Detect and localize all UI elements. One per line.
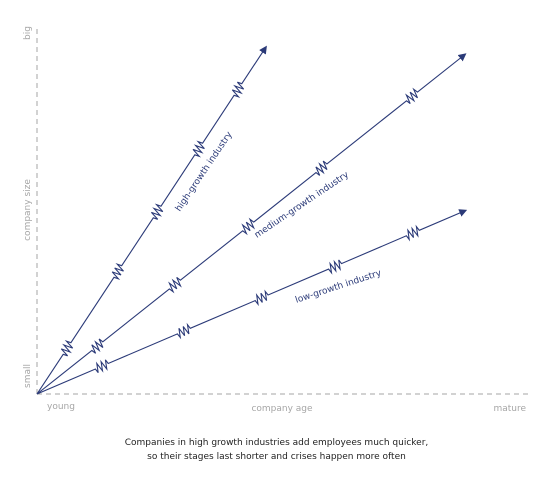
caption-line-2: so their stages last shorter and crises …: [147, 452, 406, 462]
caption-line-1: Companies in high growth industries add …: [124, 438, 429, 448]
x-axis-young-label: young: [47, 402, 75, 412]
growth-line-path: [36, 53, 467, 395]
growth-diagram: big company size small young company age…: [23, 26, 528, 414]
y-axis-big-label: big: [23, 26, 33, 40]
medium-growth-label: medium-growth industry: [253, 170, 351, 241]
y-axis-title: company size: [23, 179, 33, 241]
caption: Companies in high growth industries add …: [0, 436, 553, 464]
high-growth-line: [36, 45, 267, 395]
low-growth-line: [36, 209, 468, 395]
y-axis-small-label: small: [23, 364, 33, 388]
x-axis-mature-label: mature: [493, 404, 526, 414]
x-axis-title: company age: [251, 404, 313, 414]
low-growth-label: low-growth industry: [294, 268, 383, 305]
growth-line-path: [36, 45, 267, 395]
medium-growth-line: [36, 53, 467, 395]
growth-line-path: [36, 209, 468, 395]
